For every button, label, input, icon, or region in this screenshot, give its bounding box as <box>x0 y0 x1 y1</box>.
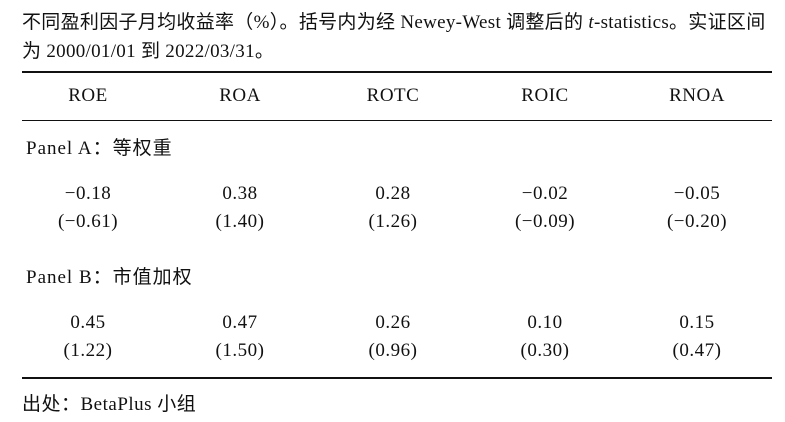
caption-text: -statistics。实证区间为 2000/01/01 到 2022/03/3… <box>22 12 766 62</box>
tstat-cell: (−0.61) <box>57 211 119 232</box>
value-cell: −0.02 <box>521 183 569 204</box>
caption-italic: t <box>588 12 594 33</box>
value-cell: 0.26 <box>375 312 411 333</box>
column-header: ROIC <box>521 85 569 106</box>
value-cell: 0.45 <box>70 312 106 333</box>
value-cell: 0.15 <box>679 312 715 333</box>
column-header: RNOA <box>669 85 725 106</box>
tstat-cell: (1.22) <box>63 340 113 361</box>
caption: 不同盈利因子月均收益率（%）。括号内为经 Newey-West 调整后的 t-s… <box>22 8 767 66</box>
tstat-cell: (0.96) <box>368 340 418 361</box>
top-rule <box>22 71 772 73</box>
panel-title: Panel A：等权重 <box>26 138 173 159</box>
tstat-cell: (1.50) <box>215 340 265 361</box>
value-cell: 0.38 <box>222 183 258 204</box>
tstat-cell: (0.30) <box>520 340 570 361</box>
value-cell: 0.10 <box>527 312 563 333</box>
value-cell: −0.05 <box>673 183 721 204</box>
value-cell: −0.18 <box>64 183 112 204</box>
column-header: ROTC <box>366 85 420 106</box>
panel-title: Panel B：市值加权 <box>26 267 193 288</box>
column-header: ROE <box>68 85 108 106</box>
tstat-cell: (1.40) <box>215 211 265 232</box>
caption-text: 不同盈利因子月均收益率（%）。括号内为经 Newey-West 调整后的 <box>22 12 589 33</box>
tstat-cell: (1.26) <box>368 211 418 232</box>
header-rule <box>22 120 772 121</box>
bottom-rule <box>22 377 772 379</box>
value-cell: 0.47 <box>222 312 258 333</box>
value-cell: 0.28 <box>375 183 411 204</box>
column-header: ROA <box>219 85 261 106</box>
tstat-cell: (−0.20) <box>666 211 728 232</box>
source: 出处：BetaPlus 小组 <box>22 394 197 415</box>
tstat-cell: (−0.09) <box>514 211 576 232</box>
tstat-cell: (0.47) <box>672 340 722 361</box>
